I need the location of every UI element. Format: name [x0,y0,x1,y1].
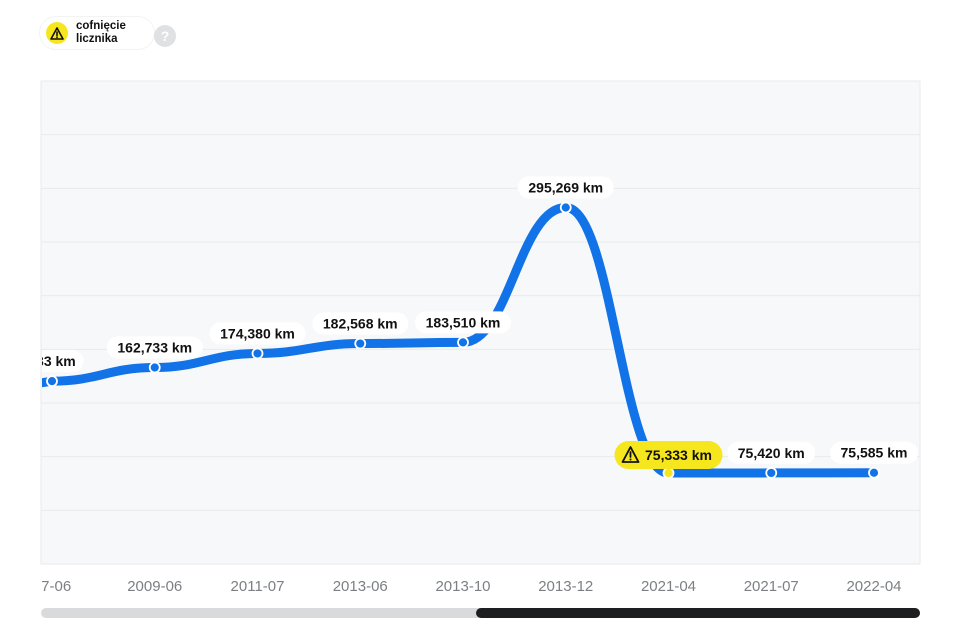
x-tick-label: 2009-06 [127,578,182,595]
legend-rollback[interactable]: cofnięcie licznika [40,17,154,49]
label-pill [209,322,306,345]
data-label-flagged: 75,333 km [614,441,723,470]
data-point [148,361,161,374]
x-tick-label: 2013-10 [435,578,490,595]
warning-icon [46,22,68,44]
label-pill [830,441,918,464]
data-point [457,336,469,349]
legend-label: cofnięcie licznika [76,20,126,45]
label-pill [42,350,84,373]
label-pill [415,311,511,334]
x-tick-label: 2013-12 [538,578,593,595]
x-tick-label: 2013-06 [333,578,388,595]
data-label: 295,269 km [517,176,614,199]
data-label: 162,733 km [106,336,203,359]
data-point [765,467,778,479]
data-label-text: 75,585 km [841,445,908,461]
data-label-text: 182,568 km [323,316,398,332]
x-tick-label: 2022-04 [846,578,901,595]
label-pill [312,312,409,335]
data-point [354,337,367,350]
data-label: 174,380 km [209,322,306,345]
data-point [46,375,58,388]
scrollbar-thumb[interactable] [476,608,920,618]
x-tick-label: 2011-07 [231,578,285,595]
flag-badge [614,441,723,470]
label-pill [106,336,203,359]
data-label-text: 162,733 km [117,339,192,355]
data-point [559,201,572,214]
data-label: 433 km [28,350,84,373]
x-tick-label: 2021-07 [744,578,799,595]
data-point-flagged [662,467,675,479]
question-icon[interactable]: ? [154,25,176,47]
data-label-text: 174,380 km [220,325,295,341]
data-label-text: 295,269 km [528,179,603,195]
odometer-chart: 433 km 162,733 km 174,380 km 182,568 km 183,… [28,80,921,595]
data-label-text: 75,333 km [645,447,712,463]
data-point [868,466,880,479]
label-pill [517,176,614,199]
label-pill [727,441,816,464]
data-label-text: 183,510 km [426,314,501,330]
data-label-text: 75,420 km [738,445,805,461]
data-label: 75,585 km [830,441,918,464]
series-line [42,202,879,478]
data-label-text: 433 km [28,353,75,369]
data-label: 75,420 km [727,441,816,464]
data-point [251,347,264,360]
x-tick-label: 2021-04 [641,578,696,595]
data-label: 182,568 km [312,312,409,335]
data-label: 183,510 km [415,311,511,334]
warning-icon [621,446,640,463]
x-tick-label: 07-06 [33,578,71,595]
